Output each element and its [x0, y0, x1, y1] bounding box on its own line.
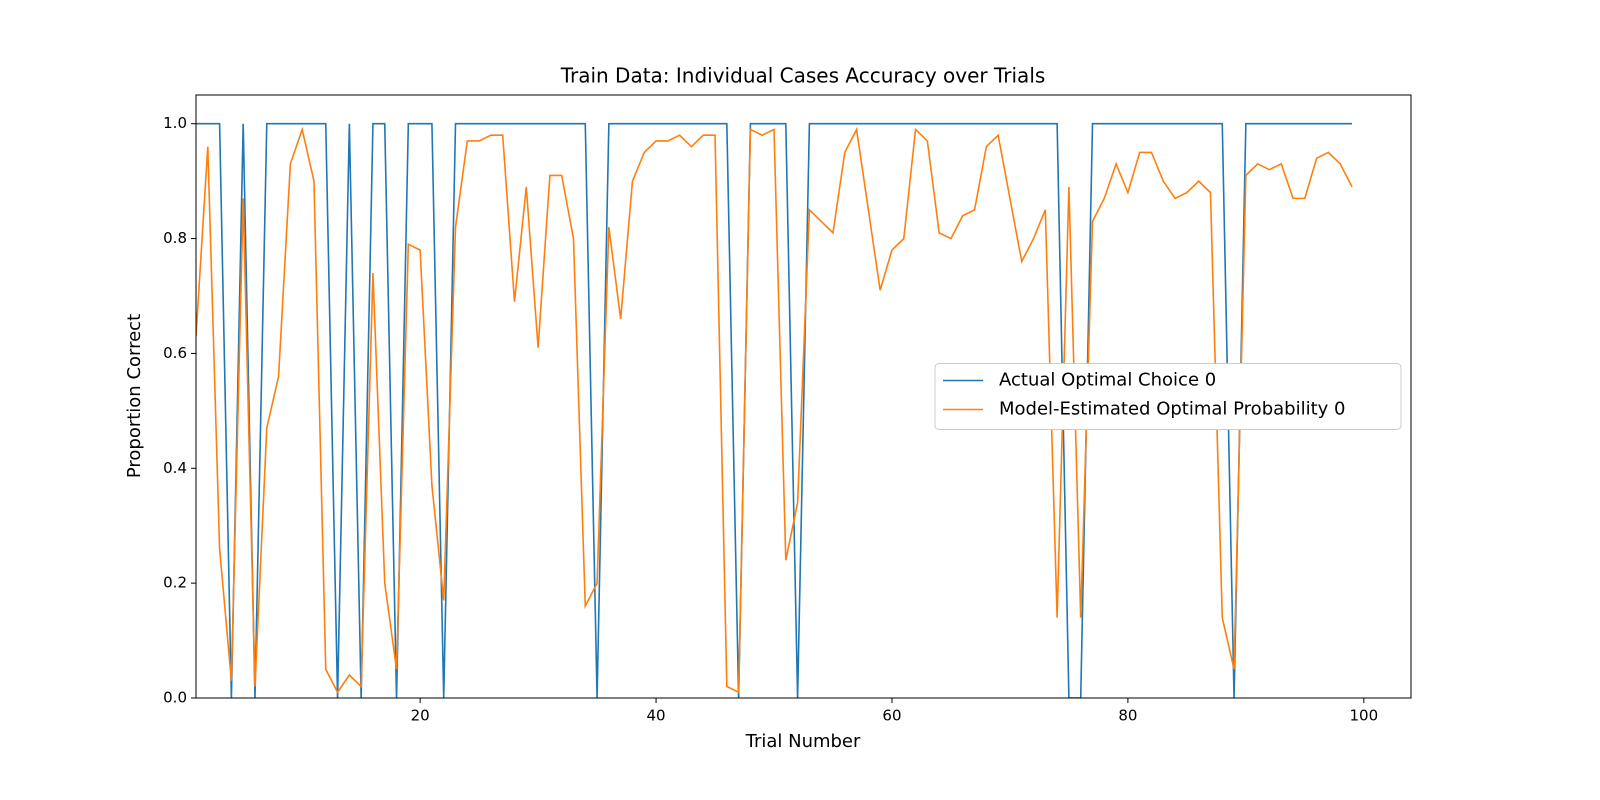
- legend: Actual Optimal Choice 0 Model-Estimated O…: [934, 363, 1402, 430]
- x-tick-label: 100: [1349, 707, 1378, 725]
- y-tick-label: 0.0: [163, 689, 187, 707]
- series-line: [196, 122, 1353, 698]
- plot-frame: [195, 94, 1412, 699]
- y-tick-label: 1.0: [163, 114, 187, 132]
- legend-box: [934, 363, 1402, 430]
- y-tick-label: 0.4: [163, 459, 187, 477]
- plot-lines: [196, 122, 1353, 698]
- y-tick-label: 0.6: [163, 344, 187, 362]
- chart-title: Train Data: Individual Cases Accuracy ov…: [560, 64, 1046, 88]
- y-tick-label: 0.8: [163, 229, 187, 247]
- series-line: [196, 126, 1353, 694]
- x-tick-label: 80: [1118, 707, 1137, 725]
- x-axis-label: Trial Number: [745, 731, 861, 752]
- x-tick-label: 60: [882, 707, 901, 725]
- y-axis-label: Proportion Correct: [124, 314, 145, 478]
- y-tick-label: 0.2: [163, 574, 187, 592]
- x-tick-label: 20: [411, 707, 430, 725]
- legend-label: Model-Estimated Optimal Probability 0: [999, 399, 1345, 420]
- x-tick-label: 40: [647, 707, 666, 725]
- legend-label: Actual Optimal Choice 0: [999, 370, 1216, 391]
